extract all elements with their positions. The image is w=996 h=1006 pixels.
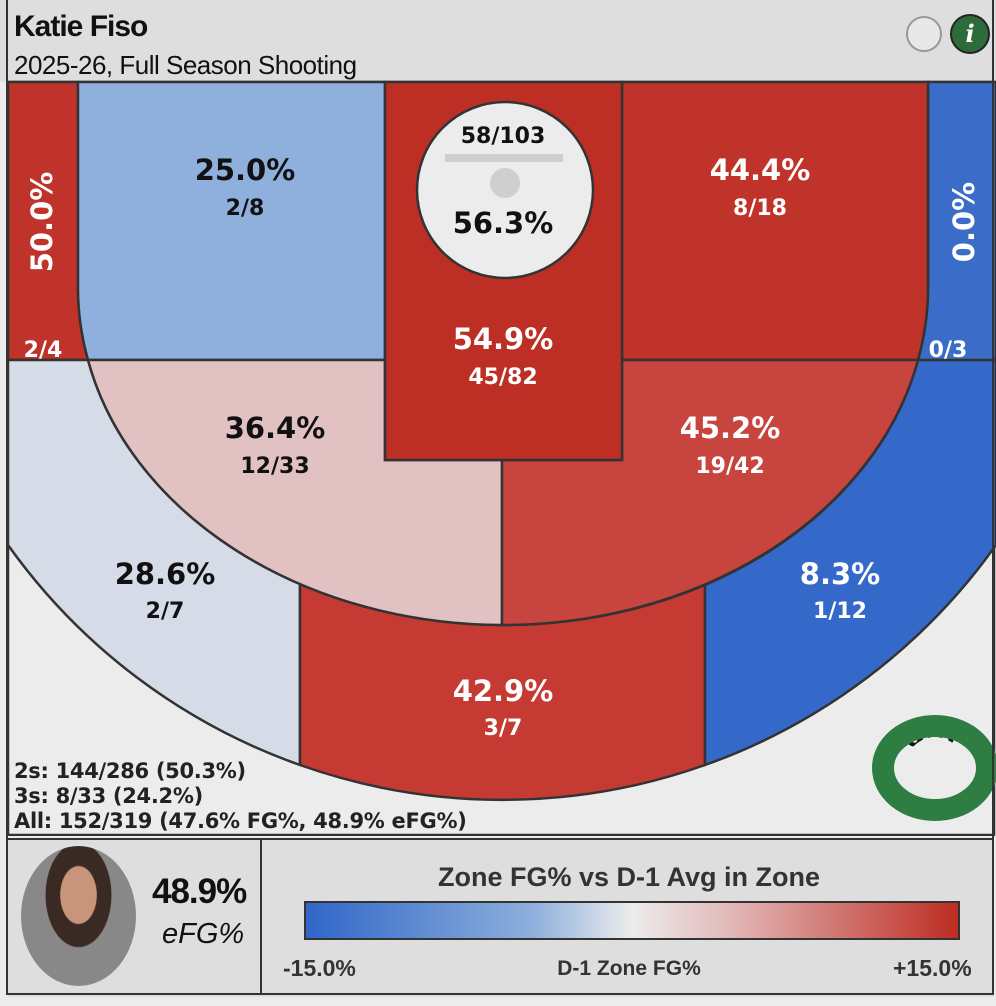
zone-pct: 42.9% (453, 674, 554, 708)
zone-pct: 0.0% (947, 182, 981, 262)
player-name: Katie Fiso (14, 10, 148, 43)
zone-frac: 3/7 (484, 716, 523, 741)
twos-stat: 2s: 144/286 (50.3%) (14, 759, 246, 783)
zone-frac: 19/42 (695, 454, 764, 479)
oregon-logo (872, 715, 996, 821)
efg-value: 48.9% (152, 872, 247, 911)
zone-frac: 1/12 (813, 599, 867, 624)
zone-right-elbow-mid (500, 358, 920, 627)
all-stat: All: 152/319 (47.6% FG%, 48.9% eFG%) (14, 809, 467, 833)
legend-min-label: -15.0% (283, 955, 356, 981)
zone-frac: 8/18 (733, 196, 787, 221)
zone-pct: 54.9% (453, 322, 554, 356)
legend-max-label: +15.0% (893, 955, 972, 981)
player-photo (21, 846, 136, 986)
zone-pct: 45.2% (680, 411, 781, 445)
legend-color-scale (304, 901, 960, 940)
zone-frac: 12/33 (240, 454, 309, 479)
zone-pct: 56.3% (453, 206, 554, 240)
zone-pct: 50.0% (25, 172, 59, 273)
zone-frac: 45/82 (468, 365, 537, 390)
header: Katie Fiso 2025-26, Full Season Shooting… (0, 0, 996, 82)
zone-pct: 44.4% (710, 153, 811, 187)
zone-pct: 28.6% (115, 557, 216, 591)
zone-pct: 36.4% (225, 411, 326, 445)
info-icon[interactable]: i (950, 14, 990, 54)
card-frame (6, 0, 994, 995)
zone-frac: 0/3 (929, 338, 968, 363)
divider (260, 838, 262, 995)
zone-pct: 8.3% (800, 557, 880, 591)
zone-frac: 2/8 (226, 196, 265, 221)
court-chart: 50.0% 2/4 25.0% 2/8 58/103 56.3% 54.9% 4… (6, 80, 996, 836)
zone-frac: 2/7 (146, 599, 185, 624)
legend-title: Zone FG% vs D-1 Avg in Zone (437, 862, 821, 892)
shooting-summary: 2s: 144/286 (50.3%) 3s: 8/33 (24.2%) All… (14, 759, 467, 834)
hoop-icon (490, 168, 520, 198)
efg-label: eFG% (162, 918, 245, 950)
zone-left-elbow-mid (86, 358, 504, 627)
zone-pct: 25.0% (195, 153, 296, 187)
threes-stat: 3s: 8/33 (24.2%) (14, 784, 203, 808)
toggle-button[interactable] (906, 16, 942, 52)
zone-frac: 58/103 (461, 124, 546, 149)
legend-mid-label: D-1 Zone FG% (557, 957, 701, 980)
zone-frac: 2/4 (24, 338, 63, 363)
season-subtitle: 2025-26, Full Season Shooting (14, 50, 357, 80)
